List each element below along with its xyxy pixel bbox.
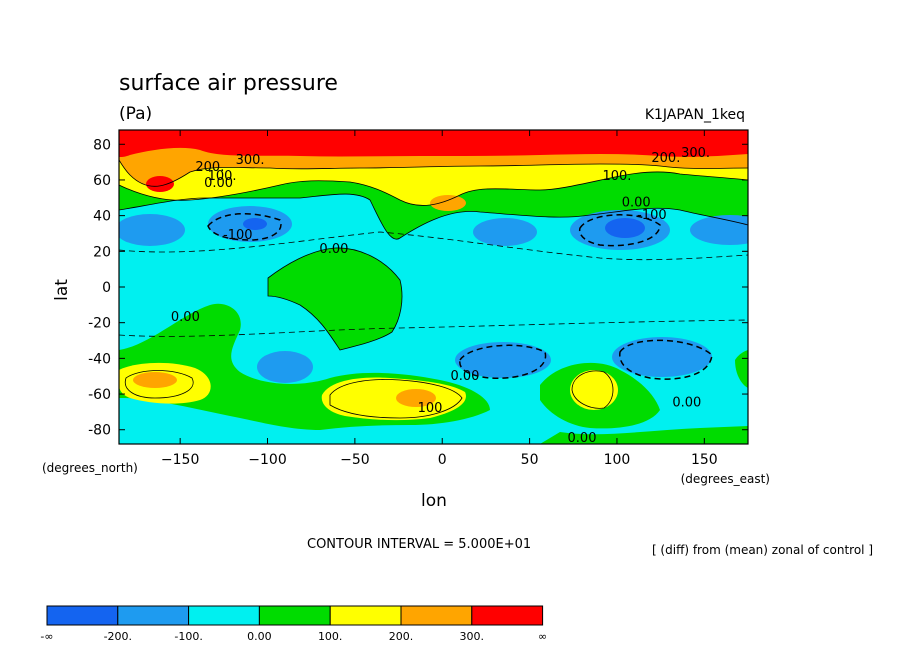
- x-tick-label: −150: [161, 452, 199, 468]
- contour-label: 0.00: [171, 310, 200, 325]
- x-tick-label: 150: [691, 452, 718, 468]
- contour-label: 0.00: [204, 176, 233, 191]
- y-tick-label: 60: [93, 173, 111, 189]
- contour-label: 0.00: [622, 196, 651, 211]
- field-orange-south-2: [396, 389, 436, 407]
- colorbar-swatch: [471, 605, 544, 626]
- field-blue-low-2: [119, 214, 185, 246]
- field-blue-low-3: [473, 218, 537, 246]
- contour-label: 100.: [208, 169, 237, 184]
- field-deep-low-1: [243, 218, 267, 230]
- contour-label: 0.00: [450, 369, 479, 384]
- field-red-north: [119, 130, 748, 157]
- colorbar-swatch: [46, 605, 119, 626]
- field-blue-low-5: [690, 215, 748, 245]
- contour-label: 300.: [681, 146, 710, 161]
- y-axis-label: lat: [52, 279, 72, 301]
- contour-lines: [119, 159, 748, 419]
- colorbar-swatch: [329, 605, 402, 626]
- contour-label: 100: [418, 401, 443, 416]
- colorbar-label: -∞: [40, 630, 53, 643]
- x-tick-label: 100: [604, 452, 631, 468]
- field-orange-south-1: [133, 372, 177, 388]
- y-tick-label: 40: [93, 209, 111, 225]
- chart-units: (Pa): [119, 104, 152, 124]
- y-tick-label: -60: [88, 387, 111, 403]
- field-yellow-south-2: [321, 377, 466, 421]
- x-tick-label: −100: [248, 452, 286, 468]
- y-tick-label: -40: [88, 351, 111, 367]
- annotation-text: [ (diff) from (mean) zonal of control ]: [652, 543, 873, 557]
- x-tick-label: −50: [340, 452, 370, 468]
- colorbar-label: 300.: [460, 630, 485, 643]
- field-blue-low-6: [257, 351, 313, 383]
- field-green-south-3: [735, 350, 748, 388]
- y-tick-label: 80: [93, 137, 111, 153]
- colorbar: -∞ -200. -100. 0.00 100. 200. 300. ∞: [40, 605, 547, 643]
- contour-labels: 300.200.100.0.00-1000.000.000.001000.000…: [171, 146, 710, 446]
- colorbar-swatch: [258, 605, 331, 626]
- y-tick-label: -20: [88, 316, 111, 332]
- contour-label: -100: [637, 208, 667, 223]
- run-label: K1JAPAN_1keq: [645, 107, 745, 123]
- colorbar-label: -100.: [174, 630, 202, 643]
- y-tick-label: 0: [102, 280, 111, 296]
- chart-title: surface air pressure: [119, 71, 338, 96]
- field-green-south-4: [540, 426, 748, 444]
- colorbar-label: 0.00: [247, 630, 272, 643]
- contour-label: 0.00: [568, 431, 597, 446]
- axes: −150 −100 −50 0 50 100 150 80 60 40 20 0 -20 -40 -60 -8…: [88, 130, 748, 468]
- contour-label: -100: [223, 228, 253, 243]
- y-tick-label: 20: [93, 244, 111, 260]
- contour-label: 100.: [602, 169, 631, 184]
- field-yellow-south-3: [570, 370, 618, 410]
- x-tick-label: 0: [438, 452, 447, 468]
- contour-label: 0.00: [319, 242, 348, 257]
- colorbar-label: 100.: [318, 630, 343, 643]
- contour-label: 200.: [651, 151, 680, 166]
- field-red-cell-1: [146, 176, 174, 192]
- y-axis-units: (degrees_north): [42, 461, 138, 475]
- field-deep-low-2: [605, 218, 645, 238]
- x-tick-label: 50: [521, 452, 539, 468]
- colorbar-label: ∞: [538, 630, 547, 643]
- contour-label: 0.00: [672, 396, 701, 411]
- x-axis-label: lon: [421, 491, 447, 511]
- colorbar-swatch: [188, 605, 260, 626]
- colorbar-swatch: [400, 605, 473, 626]
- colorbar-swatch: [117, 605, 190, 626]
- contour-label: 300.: [236, 153, 265, 168]
- y-tick-label: -80: [88, 423, 111, 439]
- contour-label: 200.: [195, 160, 224, 175]
- x-axis-units: (degrees_east): [681, 472, 770, 486]
- field-orange-cell-1: [430, 195, 466, 211]
- field-green-island: [268, 247, 403, 350]
- field-blue-low-7: [455, 342, 551, 378]
- colorbar-label: 200.: [389, 630, 414, 643]
- field-blue-low-8: [612, 337, 712, 377]
- colorbar-label: -200.: [104, 630, 132, 643]
- contour-interval: CONTOUR INTERVAL = 5.000E+01: [307, 537, 531, 552]
